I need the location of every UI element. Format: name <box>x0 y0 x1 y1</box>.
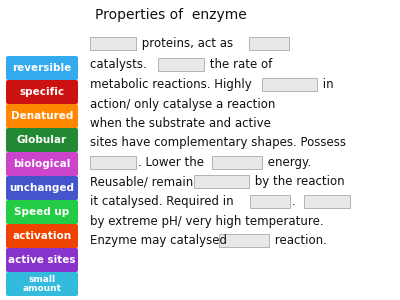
FancyBboxPatch shape <box>6 248 78 272</box>
FancyBboxPatch shape <box>6 272 78 296</box>
Text: sites have complementary shapes. Possess: sites have complementary shapes. Possess <box>90 136 346 149</box>
Bar <box>90 37 136 50</box>
Text: when the substrate and active: when the substrate and active <box>90 117 271 130</box>
Text: biological: biological <box>13 159 71 169</box>
Bar <box>212 156 262 169</box>
Text: by the reaction: by the reaction <box>251 175 345 188</box>
FancyBboxPatch shape <box>6 56 78 80</box>
Text: activation: activation <box>12 231 72 241</box>
Text: active sites: active sites <box>8 255 76 265</box>
Text: Enzyme may catalysed: Enzyme may catalysed <box>90 234 231 247</box>
Text: Speed up: Speed up <box>14 207 70 217</box>
FancyBboxPatch shape <box>6 104 78 128</box>
Text: by extreme pH/ very high temperature.: by extreme pH/ very high temperature. <box>90 215 324 228</box>
Text: metabolic reactions. Highly: metabolic reactions. Highly <box>90 78 256 91</box>
Bar <box>304 195 350 208</box>
Text: Denatured: Denatured <box>11 111 73 121</box>
FancyBboxPatch shape <box>6 128 78 152</box>
Bar <box>219 234 269 247</box>
FancyBboxPatch shape <box>6 224 78 248</box>
Bar <box>90 156 136 169</box>
Text: reaction.: reaction. <box>271 234 327 247</box>
Text: proteins, act as: proteins, act as <box>138 37 237 50</box>
Text: Globular: Globular <box>17 135 67 145</box>
Text: reversible: reversible <box>12 63 72 73</box>
FancyBboxPatch shape <box>6 152 78 176</box>
Text: in: in <box>319 78 334 91</box>
Text: .: . <box>292 195 299 208</box>
Text: the rate of: the rate of <box>206 58 272 71</box>
Text: action/ only catalyse a reaction: action/ only catalyse a reaction <box>90 98 275 111</box>
Bar <box>194 175 249 188</box>
Bar <box>248 37 288 50</box>
FancyBboxPatch shape <box>6 200 78 224</box>
Text: Properties of  enzyme: Properties of enzyme <box>95 8 247 22</box>
FancyBboxPatch shape <box>6 80 78 104</box>
Text: energy.: energy. <box>264 156 311 169</box>
Text: catalysts.: catalysts. <box>90 58 150 71</box>
Text: Reusable/ remain: Reusable/ remain <box>90 175 197 188</box>
Bar <box>250 195 290 208</box>
Text: . Lower the: . Lower the <box>138 156 208 169</box>
Text: small
amount: small amount <box>22 275 62 293</box>
Text: unchanged: unchanged <box>10 183 74 193</box>
Text: it catalysed. Required in: it catalysed. Required in <box>90 195 237 208</box>
Bar <box>262 78 317 91</box>
FancyBboxPatch shape <box>6 176 78 200</box>
Bar <box>158 58 204 71</box>
Text: specific: specific <box>20 87 64 97</box>
